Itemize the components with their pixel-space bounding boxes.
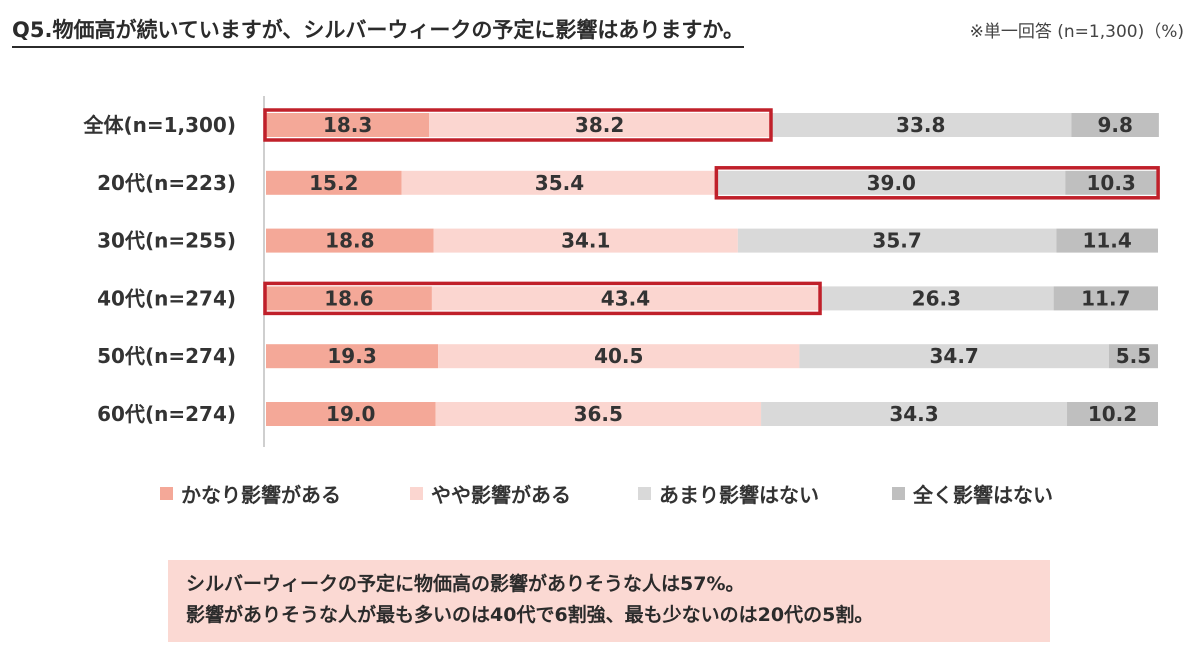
bar-segment [1056,228,1158,253]
data-label: 11.7 [1081,286,1130,310]
legend-label: あまり影響はない [659,482,819,507]
bar-segment [266,402,436,426]
summary-line-1: シルバーウィークの予定に物価高の影響がありそうな人は57%。 [186,573,745,595]
data-label: 9.8 [1097,113,1132,137]
bar-segment [266,228,434,253]
category-label: 50代(n=274) [97,344,236,368]
response-note: ※単一回答 (n=1,300)（%) [969,22,1184,42]
data-label: 11.4 [1082,229,1131,253]
highlight-box [263,108,773,142]
bar-segment [266,344,439,369]
bar-segment [431,286,820,311]
category-label: 20代(n=223) [97,171,236,195]
legend-label: 全く影響はない [913,482,1053,507]
data-label: 34.1 [561,229,610,253]
data-label: 39.0 [867,171,916,195]
category-label: 30代(n=255) [97,229,236,253]
legend-swatch [892,486,905,500]
legend-item: やや影響がある [410,478,571,508]
bar-segment [266,113,430,137]
legend-label: かなり影響がある [181,482,341,507]
chart-legend: かなり影響がある やや影響がある あまり影響はない 全く影響はない [160,478,1120,508]
highlight-box [263,281,822,316]
data-label: 10.2 [1088,402,1137,426]
data-label: 34.3 [889,402,938,426]
bar-segment [1065,170,1158,195]
legend-swatch [160,486,173,500]
legend-swatch [410,486,423,500]
bar-segment [1108,344,1158,369]
data-label: 34.7 [929,344,978,368]
header: Q5.物価高が続いていますが、シルバーウィークの予定に影響はありますか。 ※単一… [12,14,1192,48]
data-label: 19.0 [326,402,375,426]
data-label: 35.7 [872,229,921,253]
legend-item: あまり影響はない [638,478,819,508]
bar-segment [1071,113,1159,137]
bar-segment [1067,402,1158,426]
category-label: 全体(n=1,300) [82,113,236,137]
bar-segment [429,113,770,137]
data-label: 38.2 [575,113,624,137]
legend-swatch [638,486,651,500]
chart-title: Q5.物価高が続いていますが、シルバーウィークの予定に影響はありますか。 [12,14,744,48]
data-label: 18.8 [325,229,374,253]
data-label: 26.3 [912,286,961,310]
summary-line-2: 影響がありそうな人が最も多いのは40代で6割強、最も少ないのは20代の5割。 [186,604,874,626]
bar-segment [266,170,402,195]
category-label: 60代(n=274) [97,402,236,426]
bar-segment [737,228,1057,253]
data-label: 18.3 [323,113,372,137]
legend-item: 全く影響はない [892,478,1053,508]
bar-segment [799,344,1109,369]
data-label: 40.5 [594,344,643,368]
data-label: 33.8 [896,113,945,137]
category-label: 40代(n=274) [97,286,236,310]
bar-segment [266,286,432,311]
data-label: 15.2 [309,171,358,195]
legend-item: かなり影響がある [160,478,341,508]
data-label: 5.5 [1116,344,1151,368]
summary-box: シルバーウィークの予定に物価高の影響がありそうな人は57%。 影響がありそうな人… [168,560,1050,642]
data-label: 35.4 [535,171,584,195]
bar-segment [435,402,762,426]
legend-label: やや影響がある [431,482,571,507]
bar-segment [1053,286,1158,311]
stacked-bar-chart: 全体(n=1,300) 18.3 38.2 33.8 9.8 20代(n=223) 15.2… [82,96,1160,447]
bar-segment [433,228,738,253]
bar-segment [769,113,1072,137]
data-label: 18.6 [324,286,373,310]
bar-segment [438,344,800,369]
data-label: 43.4 [601,286,650,310]
bar-segment [761,402,1068,426]
data-label: 10.3 [1086,171,1135,195]
highlight-box [714,166,1160,200]
data-label: 36.5 [574,402,623,426]
bar-segment [401,170,718,195]
data-label: 19.3 [327,344,376,368]
bar-segment [819,286,1054,311]
bar-segment [717,170,1066,195]
